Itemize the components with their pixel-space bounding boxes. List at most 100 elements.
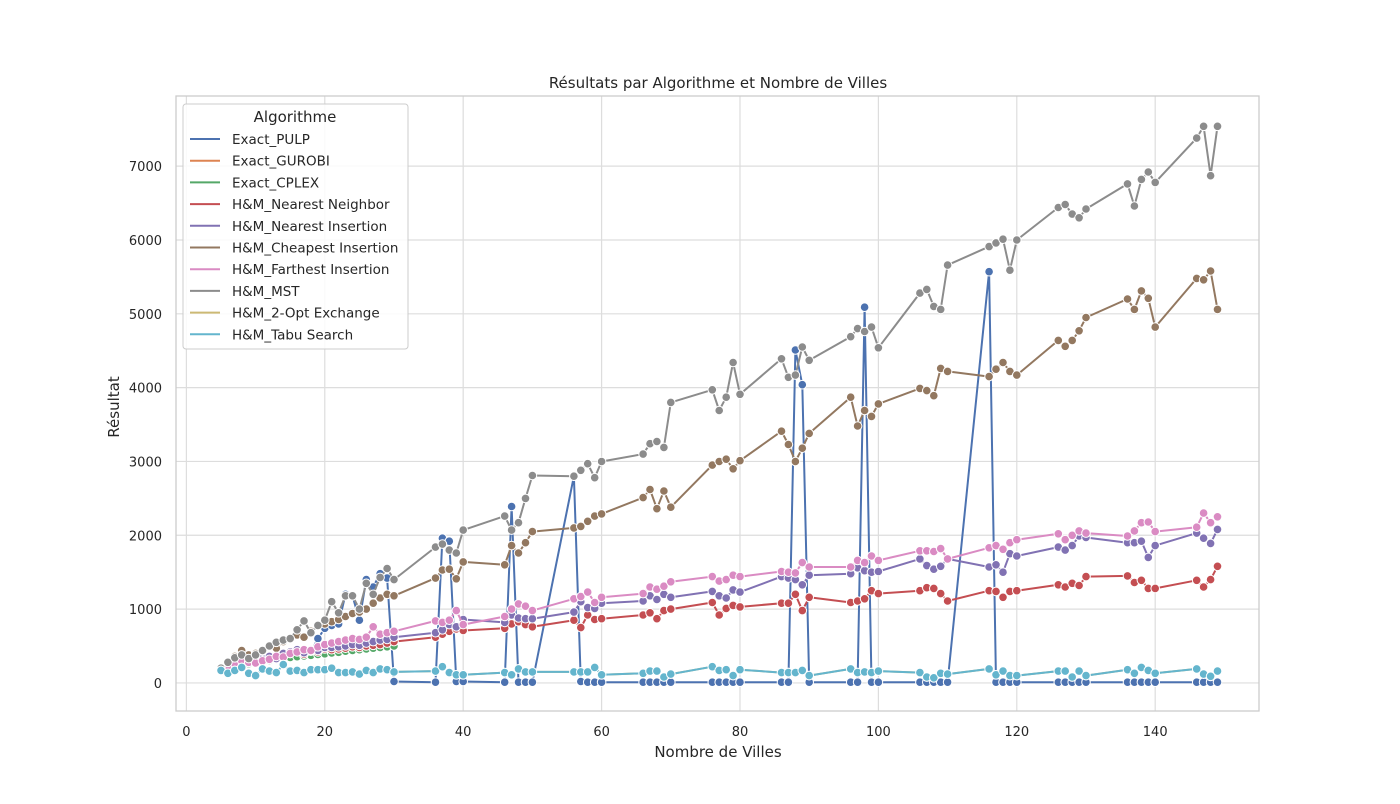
- data-point: [1198, 121, 1209, 132]
- data-point: [776, 354, 787, 364]
- data-point: [1198, 508, 1209, 518]
- data-point: [389, 676, 399, 687]
- legend-entry: H&M_2-Opt Exchange: [190, 306, 380, 322]
- data-point: [998, 357, 1008, 368]
- data-point: [852, 421, 863, 431]
- data-point: [935, 588, 946, 599]
- data-point: [1067, 540, 1077, 551]
- data-point: [458, 525, 469, 535]
- series-layer: [216, 121, 1223, 688]
- data-point: [458, 670, 469, 680]
- data-point: [735, 389, 745, 400]
- data-point: [797, 605, 808, 616]
- data-point: [866, 411, 877, 422]
- data-point: [506, 525, 517, 535]
- legend-label: H&M_Nearest Neighbor: [232, 197, 390, 213]
- data-point: [1053, 335, 1064, 346]
- data-point: [984, 266, 994, 277]
- data-point: [1081, 312, 1091, 323]
- data-point: [1122, 531, 1133, 541]
- data-point: [1212, 304, 1223, 315]
- data-point: [1198, 582, 1209, 592]
- data-point: [638, 588, 648, 599]
- data-point: [873, 343, 884, 353]
- data-point: [1212, 677, 1223, 688]
- data-point: [1060, 534, 1070, 545]
- data-point: [430, 573, 441, 583]
- data-point: [1012, 585, 1022, 596]
- data-point: [1143, 517, 1154, 527]
- data-point: [499, 560, 510, 570]
- data-point: [1191, 664, 1202, 674]
- data-point: [527, 677, 538, 688]
- data-point: [250, 650, 261, 660]
- data-point: [1212, 121, 1223, 132]
- data-point: [596, 613, 607, 624]
- data-point: [437, 539, 448, 549]
- data-point: [499, 611, 510, 622]
- data-point: [1122, 179, 1133, 189]
- data-point: [998, 592, 1008, 603]
- data-point: [1205, 574, 1216, 585]
- data-point: [797, 342, 808, 352]
- data-point: [375, 572, 385, 583]
- data-point: [991, 586, 1001, 597]
- data-point: [313, 620, 323, 631]
- data-point: [361, 632, 372, 643]
- data-point: [915, 667, 925, 678]
- data-point: [1198, 533, 1209, 544]
- data-point: [735, 677, 745, 688]
- legend-label: H&M_Cheapest Insertion: [232, 241, 398, 257]
- data-point: [721, 593, 732, 603]
- legend-entry: H&M_Tabu Search: [190, 327, 353, 343]
- data-point: [1081, 528, 1091, 538]
- data-point: [1198, 275, 1209, 285]
- data-point: [707, 385, 718, 395]
- y-tick-label: 6000: [129, 234, 162, 249]
- data-point: [1212, 524, 1223, 535]
- data-point: [1212, 666, 1223, 676]
- data-point: [783, 598, 794, 609]
- data-point: [942, 596, 953, 606]
- legend-entry: H&M_Cheapest Insertion: [190, 241, 398, 257]
- data-point: [389, 626, 399, 637]
- legend-entry: H&M_MST: [190, 284, 300, 300]
- data-point: [935, 304, 946, 315]
- data-point: [1150, 668, 1160, 679]
- data-point: [804, 355, 815, 366]
- data-point: [804, 592, 815, 603]
- data-point: [929, 390, 939, 401]
- data-point: [527, 667, 538, 677]
- data-point: [652, 613, 662, 624]
- data-point: [942, 260, 953, 270]
- data-point: [922, 385, 932, 396]
- data-point: [451, 574, 462, 584]
- data-point: [278, 659, 289, 670]
- data-point: [666, 669, 676, 679]
- data-point: [576, 591, 586, 602]
- data-point: [873, 566, 884, 577]
- data-point: [1129, 201, 1140, 211]
- data-point: [451, 605, 462, 616]
- legend-entry: Exact_PULP: [190, 132, 310, 148]
- data-point: [520, 601, 531, 612]
- data-point: [499, 677, 510, 688]
- data-point: [1060, 545, 1070, 555]
- legend-label: H&M_MST: [232, 284, 300, 300]
- data-point: [652, 666, 662, 676]
- data-point: [714, 405, 725, 416]
- data-point: [804, 562, 815, 572]
- data-point: [645, 608, 655, 618]
- data-point: [998, 234, 1008, 244]
- y-axis-label: Résultat: [105, 376, 123, 438]
- data-point: [1012, 235, 1022, 245]
- data-point: [666, 592, 676, 603]
- data-point: [506, 670, 517, 680]
- data-point: [389, 574, 399, 585]
- data-point: [576, 465, 586, 476]
- data-point: [866, 322, 877, 332]
- data-point: [1136, 174, 1147, 185]
- data-point: [451, 548, 462, 558]
- data-point: [1074, 580, 1084, 591]
